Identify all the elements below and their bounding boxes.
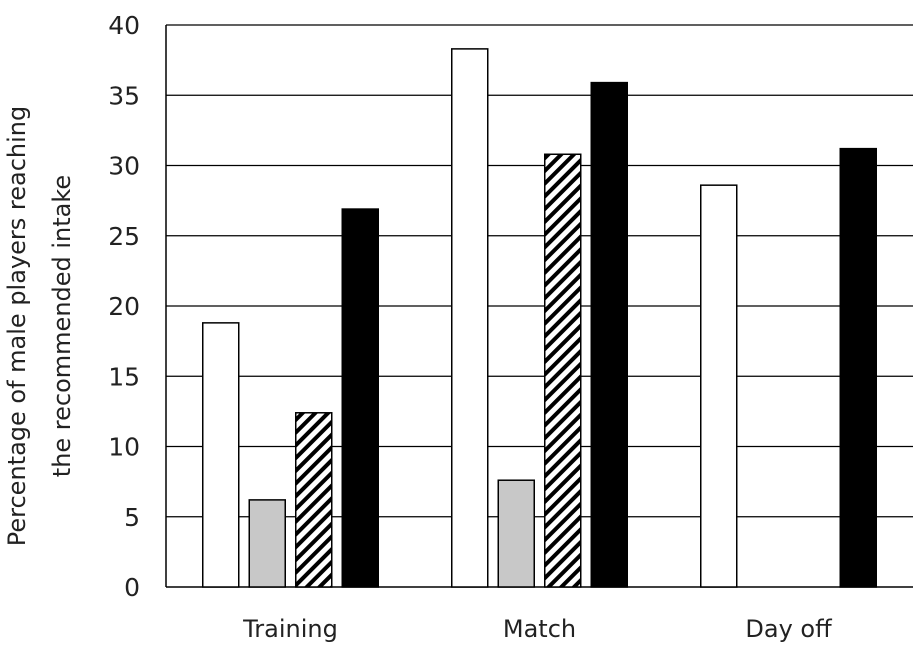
x-category-label: Match [503,615,576,643]
bar [590,81,628,588]
bar [341,208,379,588]
x-category-label: Day off [745,615,832,643]
y-axis-title-line-2: the recommended intake [48,175,76,477]
y-tick-label: 25 [108,222,140,251]
y-tick-label: 10 [108,433,140,462]
bar [839,147,877,588]
y-tick-label: 0 [124,573,140,602]
bar [451,48,489,588]
y-tick-label: 35 [108,81,140,110]
bar [202,322,240,588]
bar [295,412,333,588]
bars [202,48,877,588]
bar [700,184,738,588]
labels: Percentage of male players reaching the … [3,11,832,643]
y-axis-title-line-1: Percentage of male players reaching [3,106,31,546]
bar [544,153,582,588]
bar [497,479,535,588]
x-category-label: Training [242,615,338,643]
bar [248,499,286,588]
y-tick-label: 15 [108,362,140,391]
axes [165,25,913,588]
y-tick-label: 40 [108,11,140,40]
y-tick-label: 30 [108,152,140,181]
y-tick-label: 20 [108,292,140,321]
y-tick-label: 5 [124,503,140,532]
gridlines [166,24,913,518]
